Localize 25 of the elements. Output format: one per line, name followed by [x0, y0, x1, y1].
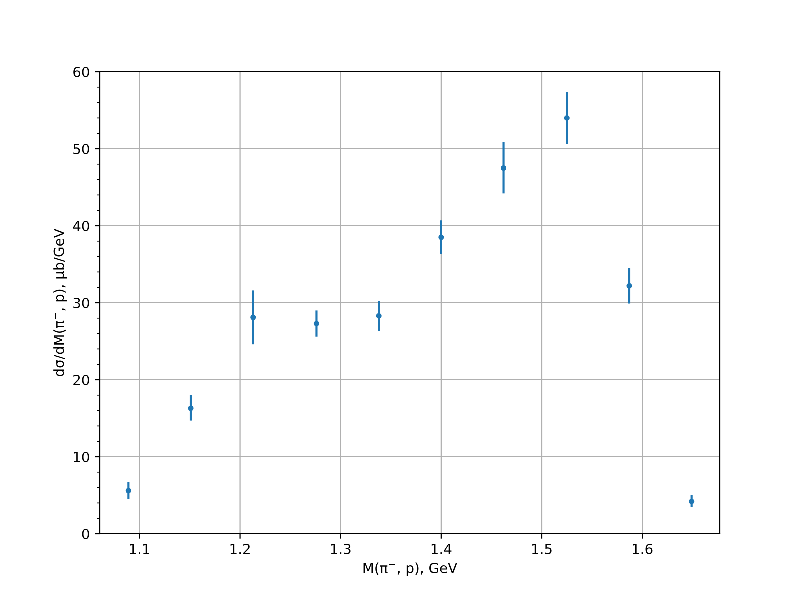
point: [314, 321, 320, 327]
point: [250, 314, 256, 320]
x-tick-label: 1.2: [230, 544, 250, 554]
y-tick-label: 50: [74, 144, 90, 154]
point: [188, 406, 194, 412]
x-tick-label: 1.3: [331, 544, 351, 554]
y-tick-label: 60: [74, 66, 90, 78]
x-tick-label: 1.1: [130, 544, 150, 554]
y-tick-label: 30: [74, 298, 90, 308]
x-axis-title: M(π$^{−}$, p), GeV: [364, 562, 458, 576]
x-tick-label: 1.4: [432, 544, 452, 554]
point: [126, 488, 132, 494]
point: [501, 165, 507, 172]
point: [376, 313, 382, 319]
point: [626, 283, 632, 289]
point: [438, 234, 444, 240]
y-tick-label: 0: [82, 528, 90, 540]
y-tick-label: 10: [74, 452, 90, 462]
x-tick-label: 1.6: [633, 544, 653, 554]
y-tick-label: 20: [74, 374, 90, 386]
point: [564, 115, 570, 121]
x-tick-label: 1.5: [532, 544, 552, 554]
point: [689, 498, 695, 504]
y-axis-title: dσ/dM(π$^{−}$, p), μb/GeV: [54, 228, 68, 377]
y-tick-label: 40: [73, 220, 90, 232]
